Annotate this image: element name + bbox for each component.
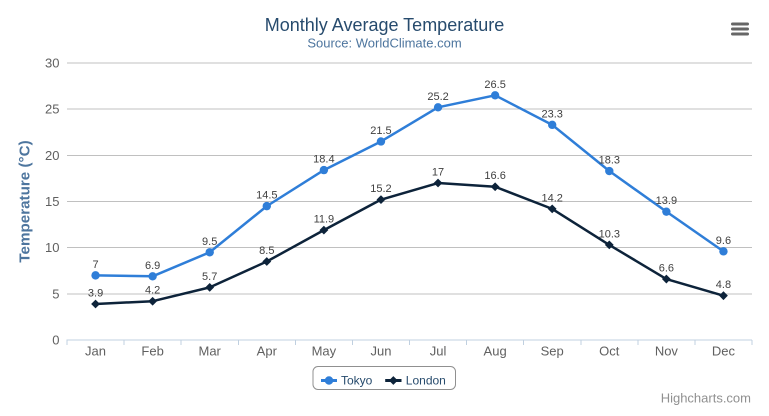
svg-text:15: 15: [45, 194, 59, 209]
svg-text:5: 5: [52, 286, 59, 301]
svg-text:Jul: Jul: [430, 344, 447, 359]
svg-text:14.5: 14.5: [256, 190, 277, 202]
svg-text:14.2: 14.2: [541, 192, 562, 204]
svg-text:23.3: 23.3: [541, 108, 562, 120]
svg-text:10.3: 10.3: [599, 228, 620, 240]
svg-text:3.9: 3.9: [88, 287, 103, 299]
svg-text:20: 20: [45, 148, 59, 163]
svg-text:4.8: 4.8: [716, 279, 731, 291]
svg-text:Monthly Average Temperature: Monthly Average Temperature: [265, 15, 504, 35]
svg-text:21.5: 21.5: [370, 125, 391, 137]
svg-text:0: 0: [52, 333, 59, 348]
svg-text:Sep: Sep: [541, 344, 564, 359]
svg-text:6.9: 6.9: [145, 260, 160, 272]
svg-text:Oct: Oct: [599, 344, 620, 359]
svg-text:15.2: 15.2: [370, 183, 391, 195]
svg-text:9.5: 9.5: [202, 236, 217, 248]
svg-text:Aug: Aug: [484, 344, 507, 359]
svg-text:Tokyo: Tokyo: [341, 374, 373, 388]
svg-text:30: 30: [45, 56, 59, 71]
svg-text:Feb: Feb: [141, 344, 163, 359]
svg-text:4.2: 4.2: [145, 285, 160, 297]
svg-text:Jan: Jan: [85, 344, 106, 359]
svg-text:11.9: 11.9: [314, 214, 335, 226]
svg-text:18.3: 18.3: [599, 155, 620, 167]
svg-text:Highcharts.com: Highcharts.com: [661, 391, 751, 406]
svg-text:Source: WorldClimate.com: Source: WorldClimate.com: [307, 36, 461, 51]
svg-text:26.5: 26.5: [484, 79, 505, 91]
svg-text:May: May: [312, 344, 337, 359]
svg-text:8.5: 8.5: [259, 245, 274, 257]
svg-text:7: 7: [92, 259, 98, 271]
svg-text:Jun: Jun: [370, 344, 391, 359]
svg-text:6.6: 6.6: [659, 263, 674, 275]
svg-text:16.6: 16.6: [484, 170, 505, 182]
svg-text:10: 10: [45, 240, 59, 255]
svg-text:Dec: Dec: [712, 344, 736, 359]
svg-text:London: London: [406, 374, 446, 388]
svg-text:18.4: 18.4: [313, 154, 334, 166]
svg-text:25.2: 25.2: [427, 91, 448, 103]
svg-text:Apr: Apr: [257, 344, 278, 359]
svg-text:13.9: 13.9: [656, 195, 677, 207]
svg-text:25: 25: [45, 102, 59, 117]
svg-text:Temperature (°C): Temperature (°C): [17, 140, 34, 262]
svg-text:5.7: 5.7: [202, 271, 217, 283]
svg-text:9.6: 9.6: [716, 235, 731, 247]
svg-text:Nov: Nov: [655, 344, 679, 359]
svg-text:17: 17: [432, 167, 444, 179]
svg-text:Mar: Mar: [199, 344, 222, 359]
